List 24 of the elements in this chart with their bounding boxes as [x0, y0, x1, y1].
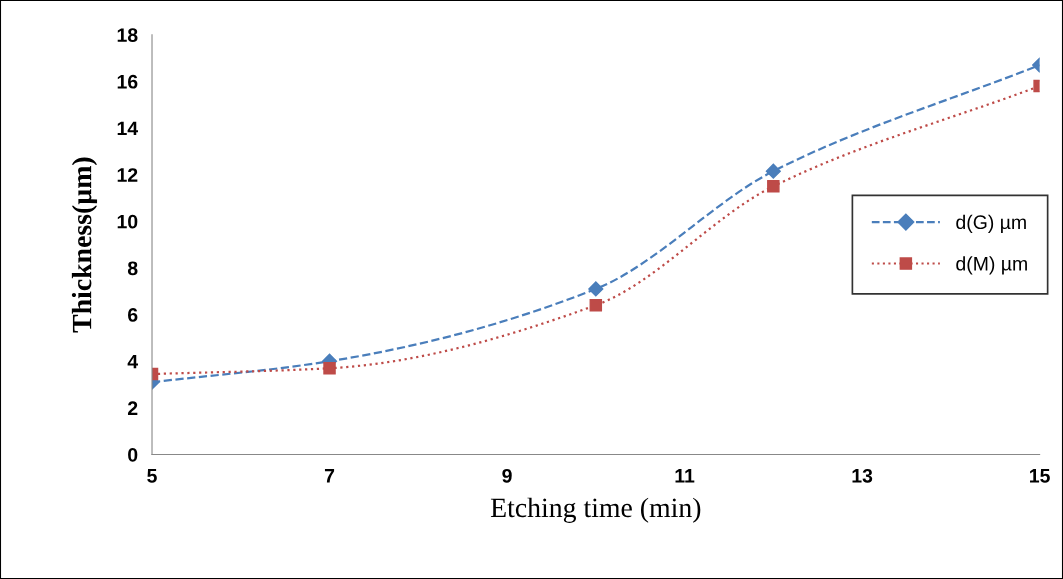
x-tick-label: 5: [147, 469, 157, 483]
legend-label: d(G) µm: [956, 214, 1026, 233]
y-tick-label: 2: [127, 401, 138, 415]
legend-label: d(M) µm: [956, 256, 1027, 275]
y-tick-label: 12: [117, 168, 138, 182]
y-tick-label: 8: [127, 261, 138, 276]
x-tick-label: 15: [1030, 469, 1050, 483]
x-tick-label: 11: [675, 469, 695, 483]
x-tick-label: 7: [324, 469, 335, 483]
y-tick-label: 16: [117, 74, 138, 89]
point: [767, 180, 780, 193]
x-axis-title: Etching time (min): [490, 497, 701, 523]
point: [589, 299, 603, 312]
y-tick-label: 4: [127, 354, 139, 369]
x-tick-label: 13: [852, 468, 873, 483]
x-tick-label: 9: [502, 468, 512, 483]
y-tick-label: 10: [117, 214, 138, 229]
y-tick-label: 14: [117, 121, 139, 136]
y-axis-title: Thickness(µm): [71, 157, 98, 333]
point: [765, 163, 781, 179]
y-tick-label: 6: [128, 308, 138, 322]
point: [588, 281, 604, 297]
y-tick-label: 18: [117, 28, 138, 42]
y-tick-label: 0: [128, 447, 138, 462]
